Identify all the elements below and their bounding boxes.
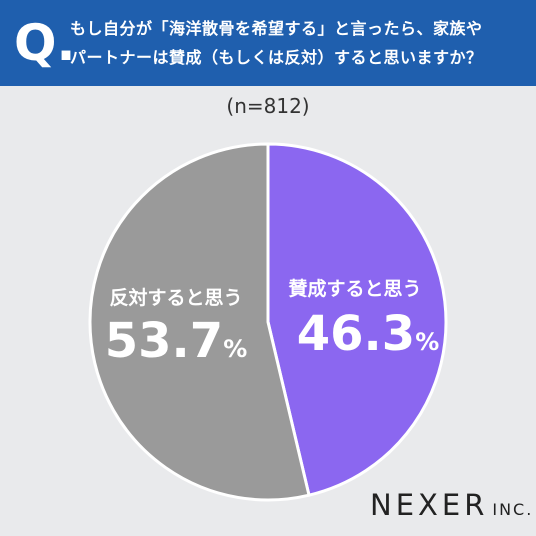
question-mark: Q. — [14, 14, 76, 72]
slice-label-disagree: 反対すると思う — [109, 286, 242, 309]
question-line-1: もし自分が「海洋散骨を希望する」と言ったら、家族や — [70, 19, 483, 38]
pie-slice-agree — [266, 142, 448, 497]
question-text: もし自分が「海洋散骨を希望する」と言ったら、家族や パートナーは賛成（もしくは反… — [70, 14, 526, 72]
pie-slice-disagree — [88, 142, 311, 502]
brand-suffix: INC. — [492, 500, 534, 519]
sample-size: (n=812) — [226, 94, 310, 118]
brand-name: NEXER — [370, 488, 489, 522]
slice-label-agree: 賛成すると思う — [288, 277, 421, 300]
question-line-2: パートナーは賛成（もしくは反対）すると思いますか？ — [70, 48, 483, 67]
slice-value-agree: 46.3% — [297, 306, 439, 362]
slice-value-disagree: 53.7% — [105, 313, 247, 369]
nexer-logo: NEXER INC. — [370, 488, 533, 522]
question-banner: Q. もし自分が「海洋散骨を希望する」と言ったら、家族や パートナーは賛成（もし… — [0, 0, 536, 86]
